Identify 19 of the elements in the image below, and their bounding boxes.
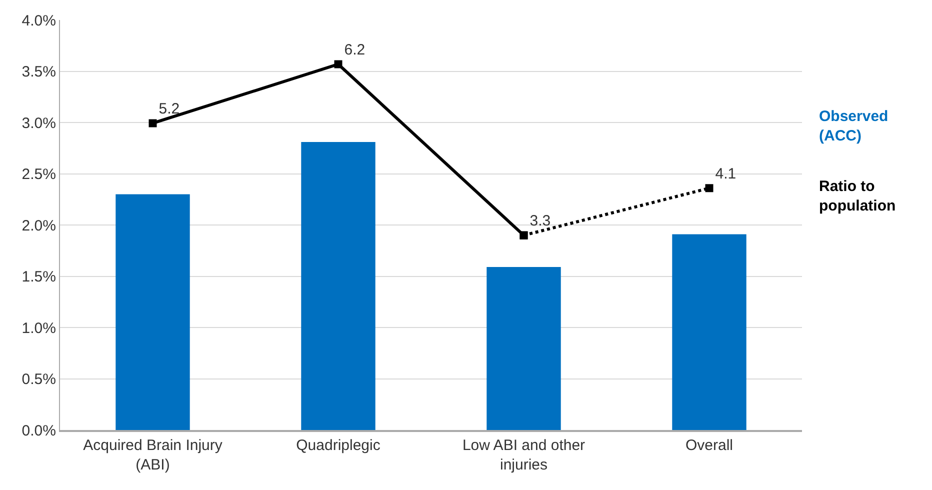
- y-tick-label: 2.5%: [22, 166, 56, 183]
- y-tick-label: 0.0%: [22, 422, 56, 440]
- text: Observed (ACC): [819, 108, 888, 144]
- x-tick-label: Quadriplegic: [296, 437, 381, 454]
- x-tick-label: Low ABI and other injuries: [462, 437, 586, 474]
- y-tick-label: 3.0%: [22, 114, 56, 132]
- data-label: 3.3: [530, 212, 551, 230]
- x-tick-label: Overall: [685, 437, 734, 454]
- y-tick-label: 3.5%: [22, 64, 56, 80]
- y-tick-label: 2.0%: [22, 217, 56, 234]
- y-tick-label: 1.0%: [22, 320, 56, 337]
- text: Ratio to population: [819, 178, 896, 214]
- data-label: 6.2: [344, 41, 366, 58]
- y-tick-label: 1.5%: [22, 268, 56, 286]
- y-tick-label: 0.5%: [22, 371, 56, 388]
- y-tick-label: 4.0%: [22, 12, 56, 30]
- x-tick-label: Acquired Brain Injury (ABI): [83, 437, 223, 474]
- data-label: 5.2: [158, 100, 180, 118]
- data-label: 4.1: [715, 165, 736, 182]
